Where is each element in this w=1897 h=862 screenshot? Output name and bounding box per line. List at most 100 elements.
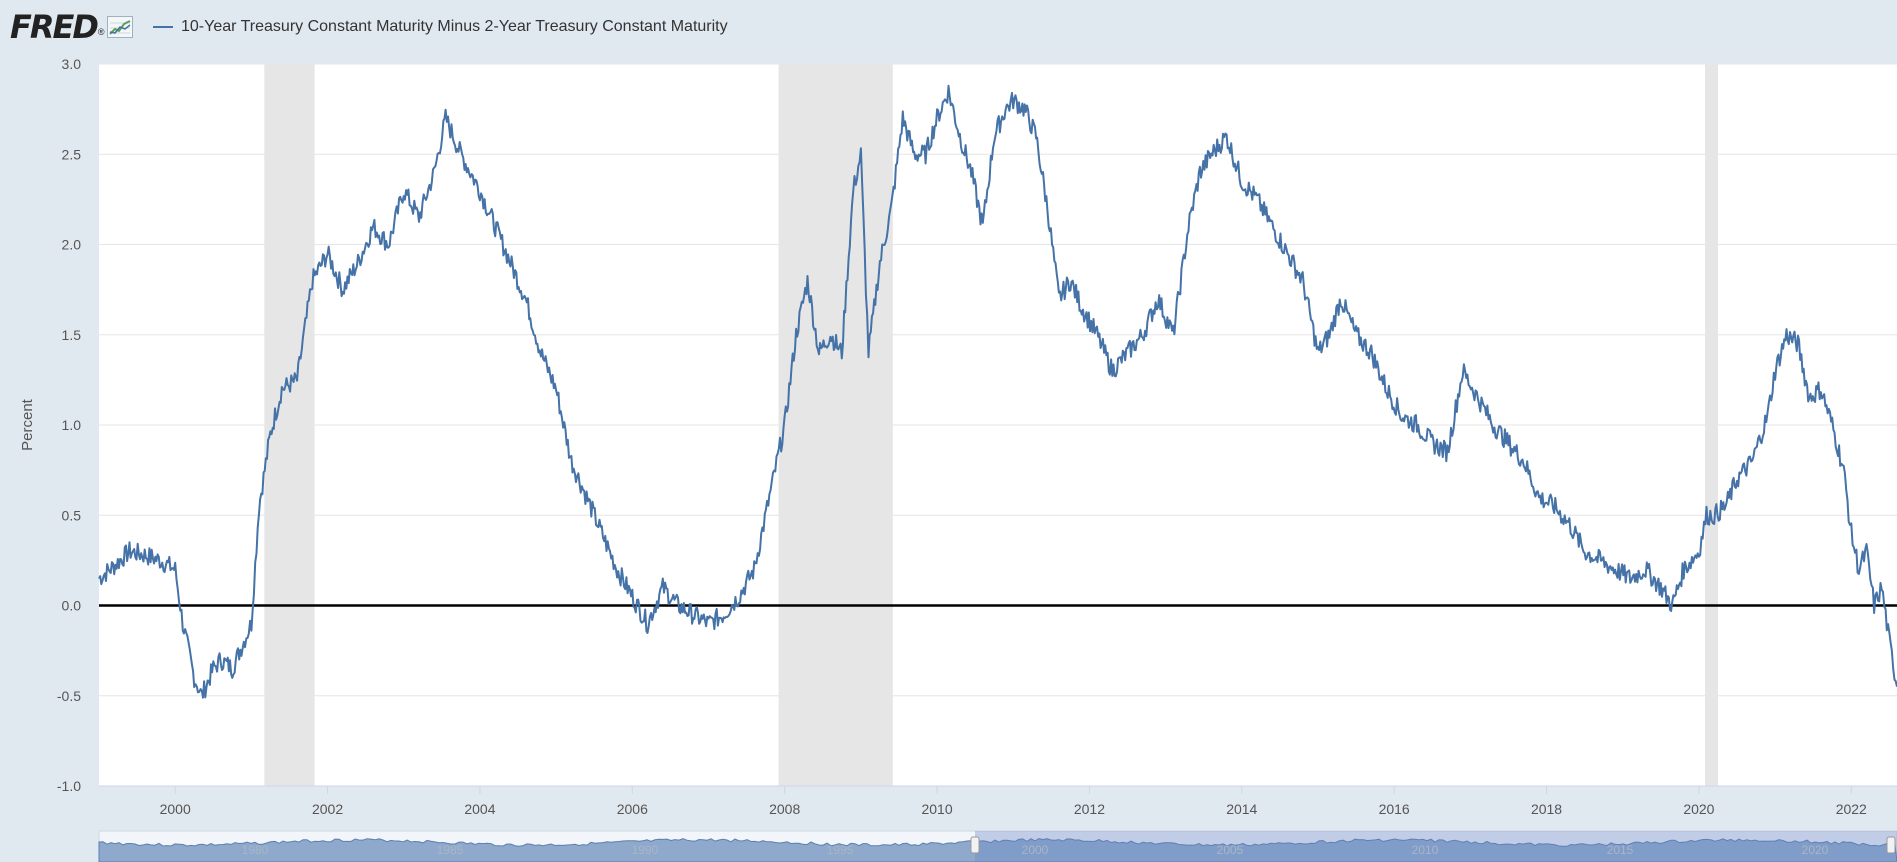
data-point[interactable] bbox=[1849, 531, 1853, 535]
data-point[interactable] bbox=[1583, 549, 1587, 553]
data-point[interactable] bbox=[1225, 134, 1229, 138]
data-point[interactable] bbox=[1186, 224, 1190, 228]
data-point[interactable] bbox=[851, 188, 855, 192]
data-point[interactable] bbox=[1369, 351, 1373, 355]
data-point[interactable] bbox=[1537, 495, 1541, 499]
data-point[interactable] bbox=[112, 564, 116, 568]
data-point[interactable] bbox=[387, 243, 391, 247]
data-point[interactable] bbox=[1682, 567, 1686, 571]
data-point[interactable] bbox=[737, 594, 741, 598]
data-point[interactable] bbox=[1796, 342, 1800, 346]
data-point[interactable] bbox=[840, 351, 844, 355]
data-point[interactable] bbox=[615, 567, 619, 571]
data-point[interactable] bbox=[1865, 549, 1869, 553]
data-point[interactable] bbox=[878, 261, 882, 265]
data-point[interactable] bbox=[722, 613, 726, 617]
data-point[interactable] bbox=[1567, 522, 1571, 526]
data-point[interactable] bbox=[310, 279, 314, 283]
data-point[interactable] bbox=[828, 333, 832, 337]
data-point[interactable] bbox=[1880, 585, 1884, 589]
data-point[interactable] bbox=[249, 622, 253, 626]
data-point[interactable] bbox=[192, 676, 196, 680]
data-point[interactable] bbox=[1765, 414, 1769, 418]
data-point[interactable] bbox=[356, 261, 360, 265]
data-point[interactable] bbox=[1785, 333, 1789, 337]
data-point[interactable] bbox=[1842, 468, 1846, 472]
data-point[interactable] bbox=[1198, 170, 1202, 174]
data-point[interactable] bbox=[1354, 333, 1358, 337]
data-point[interactable] bbox=[417, 215, 421, 219]
data-point[interactable] bbox=[211, 667, 215, 671]
data-point[interactable] bbox=[569, 459, 573, 463]
data-point[interactable] bbox=[1327, 333, 1331, 337]
data-point[interactable] bbox=[676, 604, 680, 608]
data-point[interactable] bbox=[1872, 604, 1876, 608]
data-point[interactable] bbox=[1887, 640, 1891, 644]
data-point[interactable] bbox=[1057, 297, 1061, 301]
data-point[interactable] bbox=[1773, 369, 1777, 373]
data-point[interactable] bbox=[1598, 558, 1602, 562]
data-point[interactable] bbox=[539, 351, 543, 355]
data-point[interactable] bbox=[1080, 306, 1084, 310]
line-chart[interactable]: 3.0 2.5 2.0 1.5 1.0 0.5 0.0 -0.5 -1.0 Percent 2000… bbox=[0, 54, 1897, 862]
data-point[interactable] bbox=[1046, 206, 1050, 210]
data-point[interactable] bbox=[1659, 585, 1663, 589]
data-point[interactable] bbox=[257, 504, 261, 508]
data-point[interactable] bbox=[1819, 387, 1823, 391]
data-point[interactable] bbox=[1126, 351, 1130, 355]
data-point[interactable] bbox=[143, 553, 147, 557]
data-point[interactable] bbox=[1240, 179, 1244, 183]
data-point[interactable] bbox=[1400, 414, 1404, 418]
data-point[interactable] bbox=[280, 387, 284, 391]
data-point[interactable] bbox=[946, 89, 950, 93]
navigator-selected-range[interactable] bbox=[975, 831, 1897, 862]
navigator-left-handle[interactable] bbox=[970, 836, 980, 854]
data-point[interactable] bbox=[859, 152, 863, 156]
data-point[interactable] bbox=[783, 423, 787, 427]
data-point[interactable] bbox=[230, 667, 234, 671]
data-point[interactable] bbox=[1461, 369, 1465, 373]
data-point[interactable] bbox=[459, 152, 463, 156]
data-point[interactable] bbox=[1807, 396, 1811, 400]
data-point[interactable] bbox=[1857, 567, 1861, 571]
data-point[interactable] bbox=[1506, 441, 1510, 445]
data-point[interactable] bbox=[969, 170, 973, 174]
data-point[interactable] bbox=[200, 694, 204, 698]
data-point[interactable] bbox=[924, 152, 928, 156]
data-point[interactable] bbox=[127, 549, 131, 553]
data-point[interactable] bbox=[1023, 107, 1027, 111]
data-point[interactable] bbox=[1255, 197, 1259, 201]
navigator-right-handle[interactable] bbox=[1886, 836, 1896, 854]
data-point[interactable] bbox=[794, 333, 798, 337]
data-point[interactable] bbox=[1068, 279, 1072, 283]
data-point[interactable] bbox=[752, 567, 756, 571]
data-point[interactable] bbox=[630, 594, 634, 598]
data-point[interactable] bbox=[173, 567, 177, 571]
data-point[interactable] bbox=[585, 495, 589, 499]
data-point[interactable] bbox=[1415, 423, 1419, 427]
data-point[interactable] bbox=[767, 495, 771, 499]
data-point[interactable] bbox=[268, 432, 272, 436]
data-point[interactable] bbox=[1301, 279, 1305, 283]
data-point[interactable] bbox=[817, 351, 821, 355]
data-point[interactable] bbox=[912, 152, 916, 156]
data-point[interactable] bbox=[935, 116, 939, 120]
data-point[interactable] bbox=[1141, 333, 1145, 337]
data-point[interactable] bbox=[1430, 441, 1434, 445]
data-point[interactable] bbox=[478, 188, 482, 192]
data-point[interactable] bbox=[371, 224, 375, 228]
data-point[interactable] bbox=[1830, 423, 1834, 427]
series-line[interactable] bbox=[98, 84, 1897, 699]
data-point[interactable] bbox=[508, 261, 512, 265]
data-point[interactable] bbox=[402, 188, 406, 192]
data-point[interactable] bbox=[97, 576, 101, 580]
data-point[interactable] bbox=[1628, 576, 1632, 580]
data-point[interactable] bbox=[326, 252, 330, 256]
data-point[interactable] bbox=[806, 279, 810, 283]
data-point[interactable] bbox=[1270, 224, 1274, 228]
fred-logo[interactable]: FRED ® bbox=[10, 8, 133, 46]
data-point[interactable] bbox=[295, 378, 299, 382]
data-point[interactable] bbox=[1644, 567, 1648, 571]
data-point[interactable] bbox=[1286, 252, 1290, 256]
data-point[interactable] bbox=[181, 622, 185, 626]
